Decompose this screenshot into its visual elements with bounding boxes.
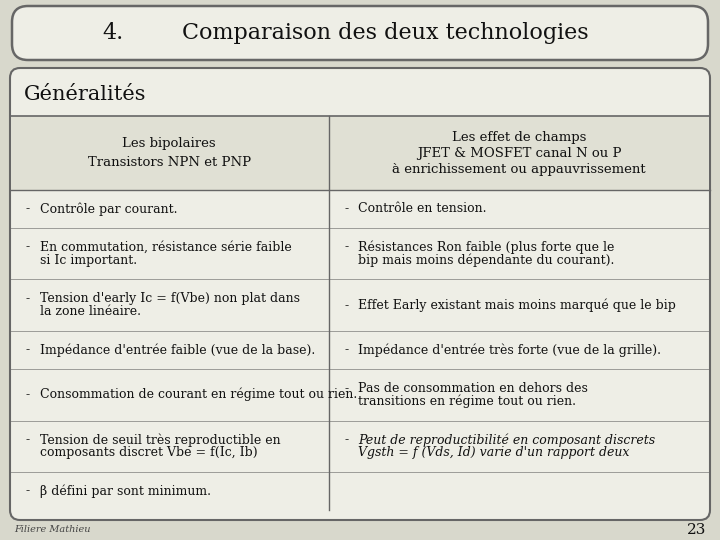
Text: -: - [26,434,30,447]
Text: bip mais moins dépendante du courant).: bip mais moins dépendante du courant). [359,253,615,267]
Text: Contrôle en tension.: Contrôle en tension. [359,202,487,215]
Text: Généralités: Généralités [24,84,146,104]
Text: -: - [26,484,30,498]
Text: -: - [26,388,30,401]
Text: Les bipolaires: Les bipolaires [122,138,216,151]
Text: Transistors NPN et PNP: Transistors NPN et PNP [88,156,251,168]
Text: 4.: 4. [102,22,123,44]
Text: la zone linéaire.: la zone linéaire. [40,305,141,318]
Bar [328,116,709,190]
Text: Peut de reproductibilité en composant discrets: Peut de reproductibilité en composant di… [359,433,656,447]
Text: En commutation, résistance série faible: En commutation, résistance série faible [40,241,292,254]
Text: -: - [344,202,348,215]
Text: β défini par sont minimum.: β défini par sont minimum. [40,484,211,498]
Text: transitions en régime tout ou rien.: transitions en régime tout ou rien. [359,395,577,408]
Text: composants discret Vbe = f(Ic, Ib): composants discret Vbe = f(Ic, Ib) [40,447,258,460]
Text: Consommation de courant en régime tout ou rien.: Consommation de courant en régime tout o… [40,388,357,401]
Text: Comparaison des deux technologies: Comparaison des deux technologies [182,22,589,44]
Text: Résistances Ron faible (plus forte que le: Résistances Ron faible (plus forte que l… [359,240,615,254]
FancyBboxPatch shape [10,68,710,520]
Text: Impédance d'entrée faible (vue de la base).: Impédance d'entrée faible (vue de la bas… [40,343,315,357]
Text: -: - [26,343,30,356]
Text: -: - [26,292,30,305]
Text: -: - [26,202,30,215]
Text: Contrôle par courant.: Contrôle par courant. [40,202,178,215]
Text: Tension de seuil très reproductible en: Tension de seuil très reproductible en [40,433,281,447]
Text: 23: 23 [687,523,706,537]
Text: Les effet de champs: Les effet de champs [452,131,586,144]
Text: -: - [344,382,348,395]
Text: Filiere Mathieu: Filiere Mathieu [14,525,91,535]
Text: -: - [26,241,30,254]
Bar [11,116,328,190]
FancyBboxPatch shape [12,6,708,60]
Text: Impédance d'entrée très forte (vue de la grille).: Impédance d'entrée très forte (vue de la… [359,343,662,357]
Text: à enrichissement ou appauvrissement: à enrichissement ou appauvrissement [392,163,646,176]
Text: Pas de consommation en dehors des: Pas de consommation en dehors des [359,382,588,395]
Text: Tension d'early Ic = f(Vbe) non plat dans: Tension d'early Ic = f(Vbe) non plat dan… [40,292,300,305]
Text: -: - [344,299,348,312]
Text: Effet Early existant mais moins marqué que le bip: Effet Early existant mais moins marqué q… [359,299,676,312]
Text: -: - [344,241,348,254]
Text: -: - [344,434,348,447]
Text: JFET & MOSFET canal N ou P: JFET & MOSFET canal N ou P [417,146,621,159]
Text: si Ic important.: si Ic important. [40,254,137,267]
Text: -: - [344,343,348,356]
Text: Vgsth = f (Vds, Id) varie d'un rapport deux: Vgsth = f (Vds, Id) varie d'un rapport d… [359,447,630,460]
